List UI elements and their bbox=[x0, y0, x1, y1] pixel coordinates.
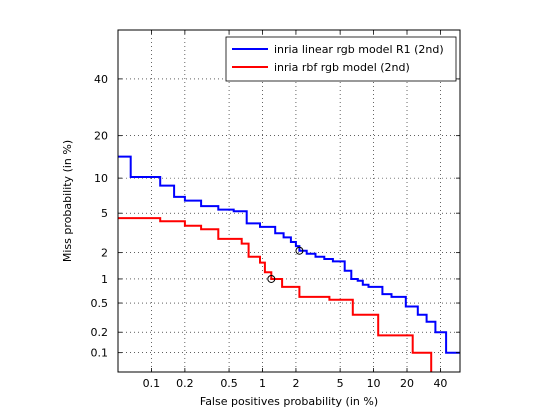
legend-label-2: inria rbf rgb model (2nd) bbox=[274, 61, 410, 74]
x-tick-label: 20 bbox=[400, 377, 414, 390]
series-line-1 bbox=[118, 155, 460, 354]
x-tick-label: 0.5 bbox=[220, 377, 238, 390]
grid bbox=[118, 30, 460, 372]
x-tick-label: 0.1 bbox=[143, 377, 161, 390]
legend-label-1: inria linear rgb model R1 (2nd) bbox=[274, 43, 444, 56]
legend: inria linear rgb model R1 (2nd) inria rbf… bbox=[225, 36, 457, 82]
x-tick-label: 0.2 bbox=[176, 377, 194, 390]
axes: 0.1 0.2 0.5 1 2 5 10 20 40 0.1 0.2 0.5 1 2 5 10 20 40 bbox=[91, 29, 461, 390]
series-line-2 bbox=[118, 217, 433, 372]
y-tick-label: 40 bbox=[94, 73, 108, 86]
plot-background bbox=[118, 30, 460, 372]
x-axis-label: False positives probability (in %) bbox=[200, 395, 378, 408]
y-axis-label: Miss probability (in %) bbox=[61, 140, 74, 262]
y-tick-label: 0.1 bbox=[91, 347, 109, 360]
x-tick-label: 5 bbox=[337, 377, 344, 390]
series-marker-1 bbox=[295, 246, 304, 255]
y-tick-label: 0.5 bbox=[91, 297, 109, 310]
y-tick-label: 1 bbox=[101, 273, 108, 286]
x-tick-label: 2 bbox=[292, 377, 299, 390]
y-tick-label: 5 bbox=[101, 207, 108, 220]
x-tick-label: 1 bbox=[259, 377, 266, 390]
x-tick-label: 10 bbox=[367, 377, 381, 390]
series-layer bbox=[118, 155, 460, 372]
series-marker-2 bbox=[267, 274, 276, 283]
legend-box bbox=[225, 36, 457, 82]
x-tick-label: 40 bbox=[433, 377, 447, 390]
y-tick-label: 20 bbox=[94, 130, 108, 143]
axes-box bbox=[117, 29, 461, 373]
y-tick-label: 10 bbox=[94, 172, 108, 185]
y-tick-label: 0.2 bbox=[91, 326, 109, 339]
y-tick-label: 2 bbox=[101, 247, 108, 260]
